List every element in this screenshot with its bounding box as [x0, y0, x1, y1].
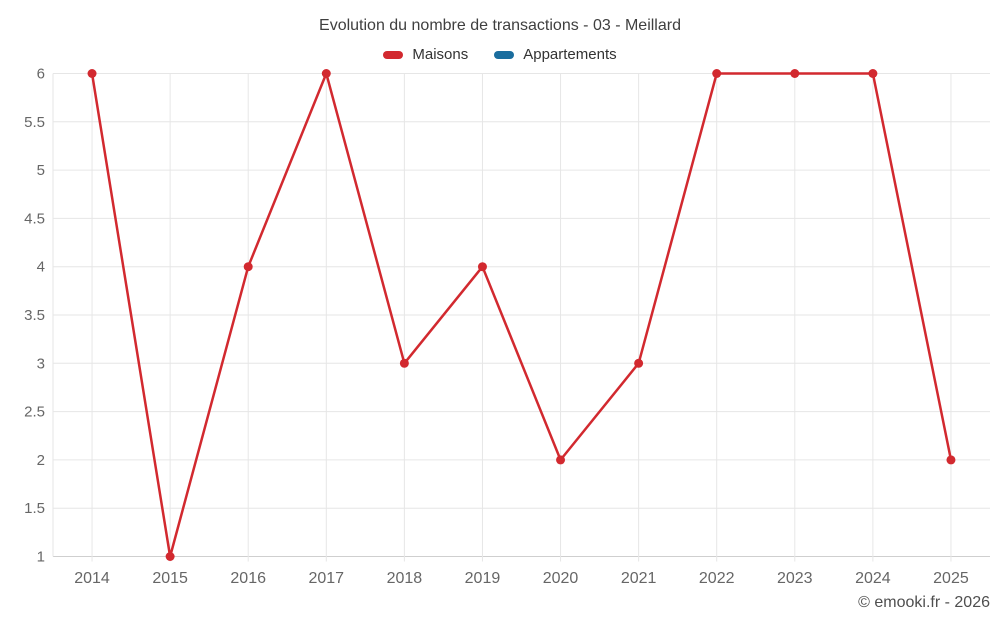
data-point-maisons-2024[interactable]: [868, 69, 878, 78]
data-point-maisons-2018[interactable]: [399, 358, 409, 368]
data-point-maisons-2015[interactable]: [165, 552, 175, 561]
y-axis-tick-label: 3.5: [24, 307, 45, 324]
x-axis-tick-label: 2024: [855, 570, 891, 587]
data-point-maisons-2021[interactable]: [634, 358, 644, 368]
data-point-maisons-2023[interactable]: [790, 69, 800, 78]
chart-title: Evolution du nombre de transactions - 03…: [319, 17, 681, 34]
x-axis-tick-label: 2020: [543, 570, 579, 587]
maisons-swatch-icon: [383, 50, 404, 59]
y-axis-tick-label: 3: [37, 355, 45, 372]
data-point-maisons-2019[interactable]: [477, 262, 487, 272]
x-axis-tick-label: 2025: [933, 570, 969, 587]
y-axis-tick-label: 2.5: [24, 404, 45, 421]
x-axis-tick-label: 2023: [777, 570, 813, 587]
data-point-maisons-2022[interactable]: [712, 69, 722, 78]
copyright-text: © emooki.fr - 2026: [858, 594, 990, 611]
y-axis-tick-label: 2: [37, 452, 45, 469]
data-point-maisons-2016[interactable]: [243, 262, 253, 272]
x-axis-tick-label: 2022: [699, 570, 735, 587]
x-axis-tick-label: 2019: [465, 570, 501, 587]
data-point-maisons-2017[interactable]: [321, 69, 331, 78]
legend-item-appartements[interactable]: Appartements: [494, 46, 617, 63]
y-axis-tick-label: 5: [37, 162, 45, 179]
x-axis-tick-label: 2021: [621, 570, 657, 587]
x-axis-tick-label: 2014: [74, 570, 110, 587]
y-axis-tick-label: 1.5: [24, 500, 45, 517]
legend-label-appartements: Appartements: [523, 46, 617, 63]
y-axis-tick-label: 6: [37, 66, 45, 83]
legend: Maisons Appartements: [0, 46, 1000, 63]
x-axis-tick-label: 2017: [308, 570, 344, 587]
data-point-maisons-2025[interactable]: [946, 455, 956, 465]
data-point-maisons-2020[interactable]: [556, 455, 566, 465]
x-axis-tick-label: 2016: [230, 570, 266, 587]
x-axis-tick-label: 2018: [387, 570, 423, 587]
legend-item-maisons[interactable]: Maisons: [383, 46, 468, 63]
y-axis-tick-label: 1: [37, 549, 45, 566]
y-axis-tick-label: 5.5: [24, 114, 45, 131]
y-axis-tick-label: 4: [37, 259, 45, 276]
appartements-swatch-icon: [494, 50, 515, 59]
x-axis-tick-label: 2015: [152, 570, 188, 587]
legend-label-maisons: Maisons: [412, 46, 469, 63]
y-axis-tick-label: 4.5: [24, 210, 45, 227]
series-line-maisons: [90, 72, 953, 558]
data-point-maisons-2014[interactable]: [87, 69, 97, 78]
